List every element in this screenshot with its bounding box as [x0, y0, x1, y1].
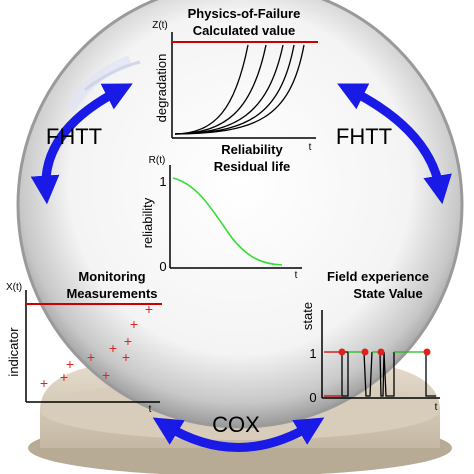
state-trace-black [341, 351, 349, 397]
fhtt-left-arrow [30, 83, 133, 205]
physics-of-failure-panel: Physics-of-Failure Calculated value Z(t)… [152, 6, 318, 153]
state-trace-black-3 [379, 351, 385, 397]
reliability-title-line2: Residual life [214, 159, 291, 174]
failure-point [338, 348, 346, 356]
measurement-markers: + + + + + + + + + + [40, 301, 153, 391]
monitoring-title-line2: Measurements [66, 286, 157, 301]
failure-point [361, 348, 369, 356]
state-trace-black-5 [425, 352, 436, 397]
reliability-curve [172, 177, 283, 266]
cox-arrow [152, 417, 325, 452]
failure-point [377, 348, 385, 356]
crystal-globe [16, 0, 464, 429]
failure-point [423, 348, 431, 356]
reliability-panel: Reliability Residual life R(t) t 1 0 rel… [140, 142, 302, 281]
monitoring-panel: Monitoring Measurements X(t) t indicator… [6, 269, 162, 415]
degradation-curves [174, 44, 305, 135]
fhtt-right-label: FHTT [336, 124, 392, 149]
measurement-marker: + [40, 375, 48, 391]
measurement-marker: + [122, 349, 130, 365]
field-title-line1: Field experience [327, 269, 429, 284]
field-y-label: state [300, 302, 315, 330]
fhtt-right-arrow [337, 83, 452, 205]
monitoring-y-axis-name: X(t) [6, 282, 22, 293]
field-tick-1: 1 [309, 346, 316, 361]
degradation-curve-5 [174, 44, 305, 135]
reliability-y-axis-name: R(t) [149, 155, 166, 166]
monitoring-title-line1: Monitoring [78, 269, 145, 284]
physics-x-axis-name: t [309, 142, 312, 153]
state-trace-black-4 [383, 351, 395, 397]
fhtt-left-label: FHTT [46, 124, 102, 149]
measurement-marker: + [60, 369, 68, 385]
reliability-x-axis-name: t [295, 270, 298, 281]
reliability-y-label: reliability [140, 197, 155, 248]
measurement-marker: + [87, 349, 95, 365]
physics-y-label: degradation [154, 54, 169, 123]
cox-label: COX [212, 412, 260, 437]
physics-title-line1: Physics-of-Failure [188, 6, 301, 21]
physics-title-line2: Calculated value [193, 23, 296, 38]
field-title-line2: State Value [353, 286, 422, 301]
measurement-marker: + [130, 316, 138, 332]
reliability-title-line1: Reliability [221, 142, 283, 157]
field-tick-0: 0 [309, 390, 316, 405]
state-trace-black-2 [363, 351, 373, 397]
field-experience-panel: Field experience State Value t state 1 0 [300, 269, 440, 413]
measurement-marker: + [66, 356, 74, 372]
field-x-axis-name: t [435, 402, 438, 413]
state-trace [324, 351, 436, 397]
measurement-marker: + [124, 333, 132, 349]
physics-y-axis-name: Z(t) [152, 20, 168, 31]
measurement-marker: + [145, 301, 153, 317]
reliability-tick-1: 1 [159, 174, 166, 189]
measurement-marker: + [102, 367, 110, 383]
measurement-marker: + [109, 340, 117, 356]
monitoring-x-axis-name: t [149, 404, 152, 415]
failure-points [338, 348, 431, 356]
reliability-tick-0: 0 [159, 259, 166, 274]
monitoring-y-label: indicator [6, 327, 21, 377]
